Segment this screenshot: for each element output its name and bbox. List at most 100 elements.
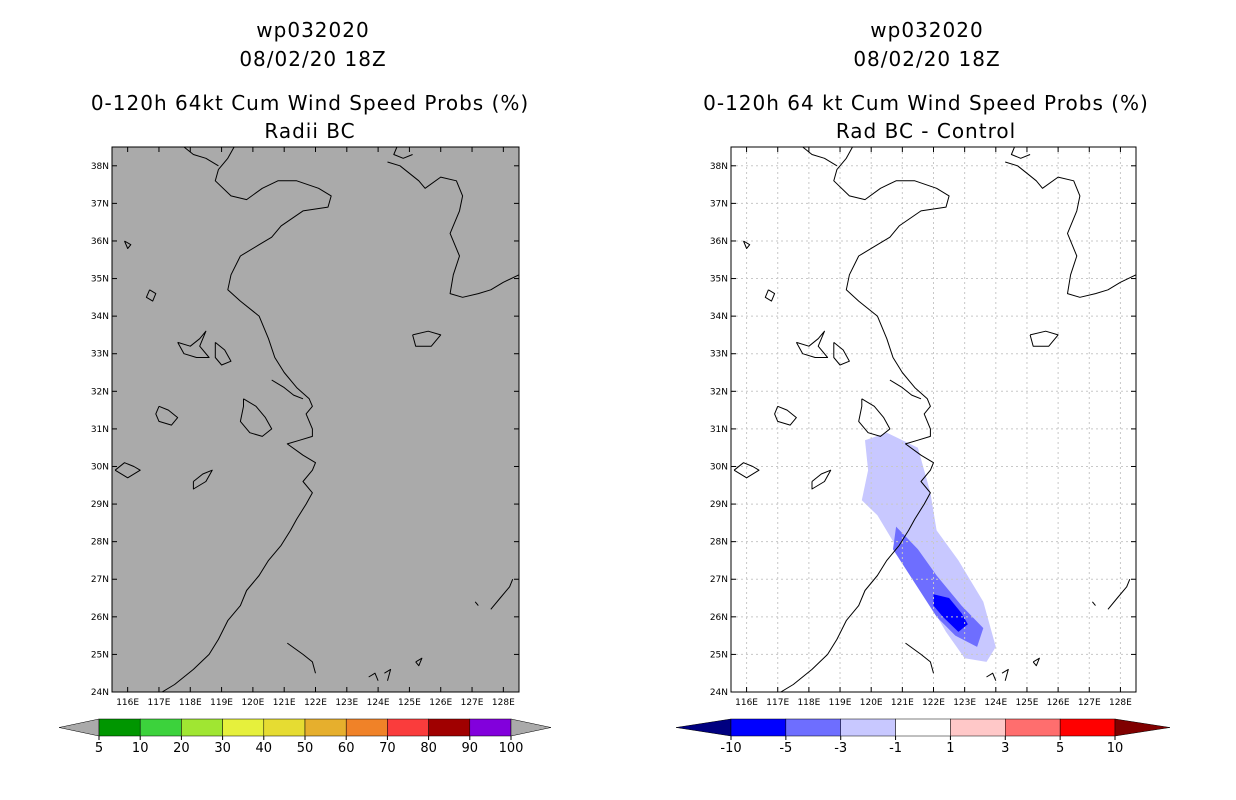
y-tick-label: 31N [91,425,109,435]
left-datetime: 08/02/20 18Z [239,47,386,71]
coastline [177,330,210,358]
y-tick-label: 27N [710,575,728,585]
colorbar-label: 10 [132,741,149,756]
coastline [1092,601,1096,606]
x-tick-label: 127E [1078,698,1101,708]
coastline [287,642,316,674]
coastline [239,398,273,437]
right-datetime: 08/02/20 18Z [853,47,1000,71]
coastline [192,469,213,490]
right-storm-id: wp032020 [870,18,983,42]
y-tick-label: 27N [91,575,109,585]
y-tick-label: 30N [91,462,109,472]
coastline [1005,161,1136,298]
colorbar-label: -10 [720,741,741,756]
y-tick-label: 25N [91,650,109,660]
colorbar-label: -5 [779,741,792,756]
colorbar-label: 10 [1107,741,1124,756]
y-tick-label: 24N [710,688,728,698]
map-content [731,147,1136,692]
y-tick-label: 31N [710,425,728,435]
x-tick-label: 126E [1047,698,1070,708]
y-tick-label: 38N [710,162,728,172]
coastline [161,147,332,692]
left-colorbar: 5 10 20 30 40 50 60 70 80 90 100 [58,718,552,756]
colorbar-label: 80 [420,741,437,756]
colorbar-label: 1 [946,741,954,756]
coastline [802,147,838,167]
left-storm-id: wp032020 [256,18,369,42]
coastline [774,405,797,426]
x-tick-label: 116E [735,698,758,708]
y-tick-label: 26N [710,613,728,623]
x-tick-label: 123E [335,698,358,708]
colorbar-arrow-high [510,718,552,737]
left-map: 116E 117E 118E 119E 120E 121E 122E 123E 124E 125E… [91,146,520,708]
coastline [368,672,379,681]
x-tick-label: 118E [179,698,202,708]
colorbar-label: 20 [173,741,190,756]
colorbar-label: 30 [214,741,231,756]
coastline [124,240,132,249]
coastline [795,330,829,358]
coastline [1107,579,1131,610]
y-tick-label: 34N [710,312,728,322]
colorbar-label: 60 [338,741,355,756]
y-tick-label: 28N [91,538,109,548]
left-panel: wp032020 08/02/20 18Z 0-120h 64kt Cum Wi… [58,18,552,756]
left-title: 0-120h 64kt Cum Wind Speed Probs (%) [91,91,529,115]
colorbar-label: 50 [297,741,314,756]
colorbar-label: 5 [95,741,103,756]
y-tick-label: 34N [91,312,109,322]
coastline [145,289,157,302]
y-tick-label: 29N [91,500,109,510]
x-tick-label: 124E [367,698,390,708]
coastline [733,462,760,479]
x-tick-label: 121E [273,698,296,708]
coastline [1010,147,1031,159]
coastline [384,668,392,681]
y-tick-label: 36N [91,237,109,247]
coastline [114,462,141,479]
x-tick-label: 121E [891,698,914,708]
coastline [393,147,413,159]
colorbar-arrow-low [675,718,732,737]
y-tick-label: 32N [710,387,728,397]
coastline [764,289,776,302]
colorbar-segment [428,718,471,737]
right-colorbar: -10 -5 -3 -1 1 3 5 10 [675,718,1171,756]
coastline [1029,330,1059,347]
map-content [114,147,519,692]
x-tick-label: 125E [398,698,421,708]
colorbar-label: -1 [889,741,902,756]
coastline [415,657,423,667]
y-tick-label: 29N [710,500,728,510]
x-tick-label: 122E [304,698,327,708]
colorbar-segment [222,718,265,737]
x-tick-label: 127E [461,698,484,708]
x-tick-label: 117E [766,698,789,708]
coastline [743,240,751,249]
colorbar-label: 100 [499,741,524,756]
x-tick-label: 128E [492,698,515,708]
coastline [780,147,950,692]
coastline [155,405,179,426]
colorbar-label: 40 [256,741,273,756]
contour-band-2 [933,594,968,632]
right-panel: wp032020 08/02/20 18Z 0-120h 64 kt Cum W… [675,18,1171,756]
y-tick-label: 36N [710,237,728,247]
y-tick-label: 37N [710,199,728,209]
coastline [490,579,514,610]
colorbar-label: 90 [462,741,479,756]
y-tick-label: 32N [91,387,109,397]
x-tick-label: 128E [1109,698,1132,708]
colorbar-segment [98,718,141,737]
coastline [387,161,519,298]
colorbar-segment [304,718,347,737]
coastline [858,398,891,437]
y-tick-label: 28N [710,538,728,548]
right-title: 0-120h 64 kt Cum Wind Speed Probs (%) [703,91,1149,115]
colorbar-arrow-high [1114,718,1171,737]
x-tick-label: 124E [984,698,1007,708]
colorbar-segment [139,718,182,737]
